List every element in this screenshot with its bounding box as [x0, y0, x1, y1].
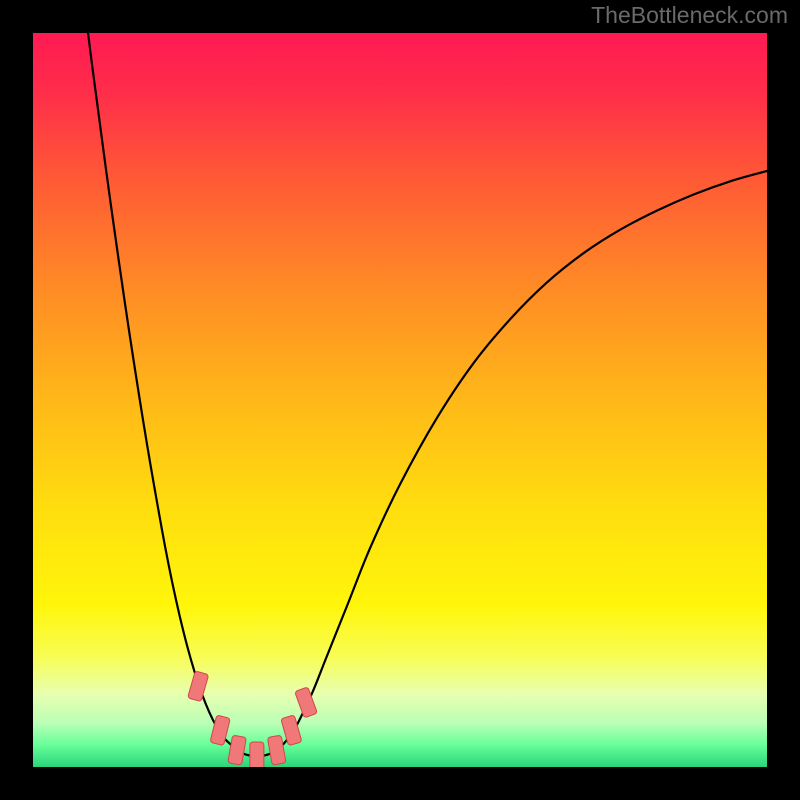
chart-container: { "watermark": "TheBottleneck.com", "cha… [0, 0, 800, 800]
chart-background [33, 33, 767, 767]
curve-marker [250, 742, 264, 767]
bottleneck-curve-chart [33, 33, 767, 767]
watermark-text: TheBottleneck.com [591, 2, 788, 29]
plot-area [33, 33, 767, 767]
